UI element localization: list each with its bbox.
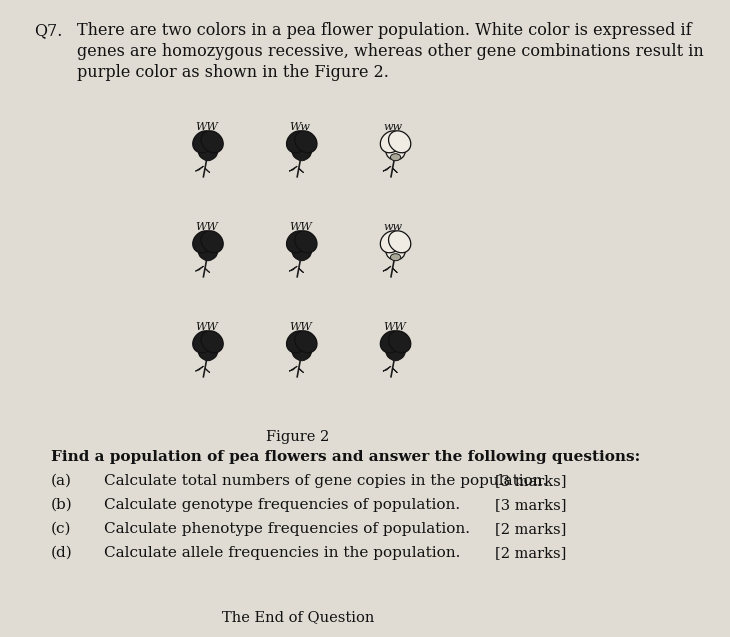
Text: Find a population of pea flowers and answer the following questions:: Find a population of pea flowers and ans… (50, 450, 639, 464)
Ellipse shape (386, 242, 405, 260)
Ellipse shape (199, 242, 218, 260)
Ellipse shape (193, 131, 215, 153)
Ellipse shape (386, 142, 405, 160)
Polygon shape (299, 368, 304, 373)
Text: [3 marks]: [3 marks] (496, 474, 566, 488)
Polygon shape (196, 366, 204, 371)
Text: Ww: Ww (289, 122, 310, 132)
Polygon shape (299, 268, 304, 273)
Ellipse shape (391, 254, 401, 261)
Polygon shape (393, 268, 397, 273)
Ellipse shape (203, 354, 213, 361)
Ellipse shape (295, 131, 317, 153)
Text: Calculate genotype frequencies of population.: Calculate genotype frequencies of popula… (104, 498, 460, 512)
Ellipse shape (292, 142, 312, 160)
Text: (a): (a) (50, 474, 72, 488)
Polygon shape (383, 366, 391, 371)
Polygon shape (289, 366, 297, 371)
Ellipse shape (201, 131, 223, 153)
Ellipse shape (391, 154, 401, 161)
Ellipse shape (203, 154, 213, 161)
Ellipse shape (287, 131, 309, 153)
Text: WW: WW (196, 322, 218, 333)
Ellipse shape (287, 231, 309, 253)
Ellipse shape (380, 231, 402, 253)
Ellipse shape (287, 331, 309, 353)
Ellipse shape (296, 254, 307, 261)
Polygon shape (393, 168, 397, 173)
Text: WW: WW (289, 222, 312, 233)
Ellipse shape (296, 354, 307, 361)
Text: genes are homozygous recessive, whereas other gene combinations result in: genes are homozygous recessive, whereas … (77, 43, 704, 60)
Ellipse shape (292, 342, 312, 360)
Ellipse shape (203, 254, 213, 261)
Text: Q7.: Q7. (34, 22, 63, 39)
Text: WW: WW (196, 222, 218, 233)
Ellipse shape (386, 342, 405, 360)
Text: (b): (b) (50, 498, 72, 512)
Ellipse shape (201, 231, 223, 253)
Text: (c): (c) (50, 522, 71, 536)
Text: Calculate phenotype frequencies of population.: Calculate phenotype frequencies of popul… (104, 522, 469, 536)
Ellipse shape (388, 231, 411, 253)
Text: [2 marks]: [2 marks] (496, 522, 566, 536)
Polygon shape (383, 166, 391, 171)
Polygon shape (289, 266, 297, 271)
Ellipse shape (388, 131, 411, 153)
Text: WW: WW (196, 122, 218, 132)
Polygon shape (383, 266, 391, 271)
Polygon shape (205, 368, 210, 373)
Ellipse shape (199, 342, 218, 360)
Text: WW: WW (383, 322, 406, 333)
Ellipse shape (388, 331, 411, 353)
Text: There are two colors in a pea flower population. White color is expressed if: There are two colors in a pea flower pop… (77, 22, 692, 39)
Polygon shape (205, 268, 210, 273)
Polygon shape (196, 166, 204, 171)
Ellipse shape (391, 354, 401, 361)
Text: ww: ww (383, 222, 402, 233)
Ellipse shape (380, 131, 402, 153)
Text: Calculate total numbers of gene copies in the population.: Calculate total numbers of gene copies i… (104, 474, 547, 488)
Polygon shape (299, 168, 304, 173)
Ellipse shape (380, 331, 402, 353)
Ellipse shape (295, 331, 317, 353)
Text: Calculate allele frequencies in the population.: Calculate allele frequencies in the popu… (104, 546, 460, 560)
Text: WW: WW (289, 322, 312, 333)
Ellipse shape (296, 154, 307, 161)
Text: Figure 2: Figure 2 (266, 430, 329, 444)
Polygon shape (393, 368, 397, 373)
Text: ww: ww (383, 122, 402, 132)
Polygon shape (205, 168, 210, 173)
Polygon shape (196, 266, 204, 271)
Text: The End of Question: The End of Question (221, 610, 374, 624)
Ellipse shape (199, 142, 218, 160)
Text: (d): (d) (50, 546, 72, 560)
Text: [3 marks]: [3 marks] (496, 498, 566, 512)
Ellipse shape (193, 231, 215, 253)
Ellipse shape (292, 242, 312, 260)
Ellipse shape (295, 231, 317, 253)
Polygon shape (289, 166, 297, 171)
Text: [2 marks]: [2 marks] (496, 546, 566, 560)
Text: purple color as shown in the Figure 2.: purple color as shown in the Figure 2. (77, 64, 389, 81)
Ellipse shape (201, 331, 223, 353)
Ellipse shape (193, 331, 215, 353)
